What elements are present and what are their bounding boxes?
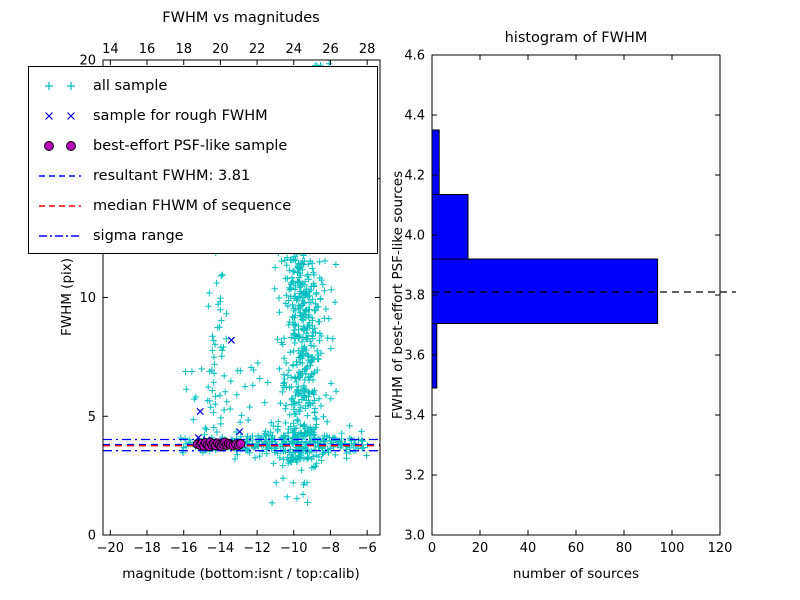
legend-item: sample for rough FWHM [37,101,377,131]
legend-label: resultant FWHM: 3.81 [93,168,251,184]
right-plot-title: histogram of FWHM [504,30,648,46]
x-tick-label-top: 26 [322,42,339,57]
hist-y-tick-label: 4.0 [404,229,425,244]
x-tick-label-bottom: −6 [358,541,377,556]
x-tick-label-top: 28 [359,42,376,57]
legend-label: best-effort PSF-like sample [93,138,288,154]
hist-y-tick-label: 3.4 [404,409,425,424]
plus-legend-marker [45,82,75,90]
legend-label: sample for rough FWHM [93,108,268,124]
left-plot-area [103,60,380,507]
hist-y-tick-label: 4.2 [404,169,425,184]
y-tick-label: 0 [88,529,96,544]
legend-label: sigma range [93,228,184,244]
psf-sample-point [235,439,246,449]
y-tick-label: 5 [88,410,96,425]
x-tick-label-top: 18 [175,42,192,57]
x-tick-label-bottom: −16 [170,541,197,556]
hist-x-tick-label: 40 [520,541,537,556]
histogram-bar [431,129,440,195]
x-tick-label-top: 22 [249,42,266,57]
histogram-bar [431,194,469,260]
left-plot-title: FWHM vs magnitudes [162,10,320,26]
hist-x-tick-label: 80 [616,541,633,556]
y-tick-label: 20 [79,54,96,69]
hist-y-tick-label: 3.8 [404,289,425,304]
y-tick-label: 10 [79,291,96,306]
left-xlabel: magnitude (bottom:isnt / top:calib) [122,566,360,582]
dashed-line-legend-marker [39,175,81,177]
dashed-line-legend-marker [39,205,81,207]
x-tick-label-bottom: −8 [321,541,340,556]
x-tick-label-bottom: −10 [280,541,307,556]
legend-item: all sample [37,71,377,101]
hist-y-tick-label: 3.6 [404,349,425,364]
hist-x-tick-label: 20 [472,541,489,556]
x-tick-label-top: 24 [286,42,303,57]
x-tick-label-bottom: −14 [207,541,234,556]
hist-x-tick-label: 100 [660,541,685,556]
legend-item: resultant FWHM: 3.81 [37,161,377,191]
legend-label: median FHWM of sequence [93,198,292,214]
x-tick-label-top: 20 [212,42,229,57]
left-ylabel: FWHM (pix) [59,257,75,337]
x-legend-marker [45,112,75,120]
right-xlabel: number of sources [512,566,640,582]
histogram-bar [431,323,438,389]
x-tick-label-bottom: −12 [243,541,270,556]
x-tick-label-bottom: −18 [133,541,160,556]
x-tick-label-top: 16 [139,42,156,57]
dashdot-line-legend-marker [39,235,81,237]
hist-x-tick-label: 120 [708,541,733,556]
hist-x-tick-label: 60 [568,541,585,556]
x-tick-label-bottom: −20 [97,541,124,556]
legend-item: sigma range [37,221,377,251]
right-ylabel: FWHM of best-effort PSF-like sources [390,170,406,420]
legend-item: best-effort PSF-like sample [37,131,377,161]
circle-legend-marker [44,141,76,151]
legend-label: all sample [93,78,168,94]
hist-x-tick-label: 0 [428,541,436,556]
legend-item: median FHWM of sequence [37,191,377,221]
hist-y-tick-label: 3.0 [404,529,425,544]
hist-y-tick-label: 3.2 [404,469,425,484]
hist-y-tick-label: 4.4 [404,109,425,124]
legend-box: all sample sample for rough FWHM best-effo… [28,66,378,254]
hist-y-tick-label: 4.6 [404,49,425,64]
histogram-bar [431,258,659,324]
x-tick-label-top: 14 [102,42,119,57]
